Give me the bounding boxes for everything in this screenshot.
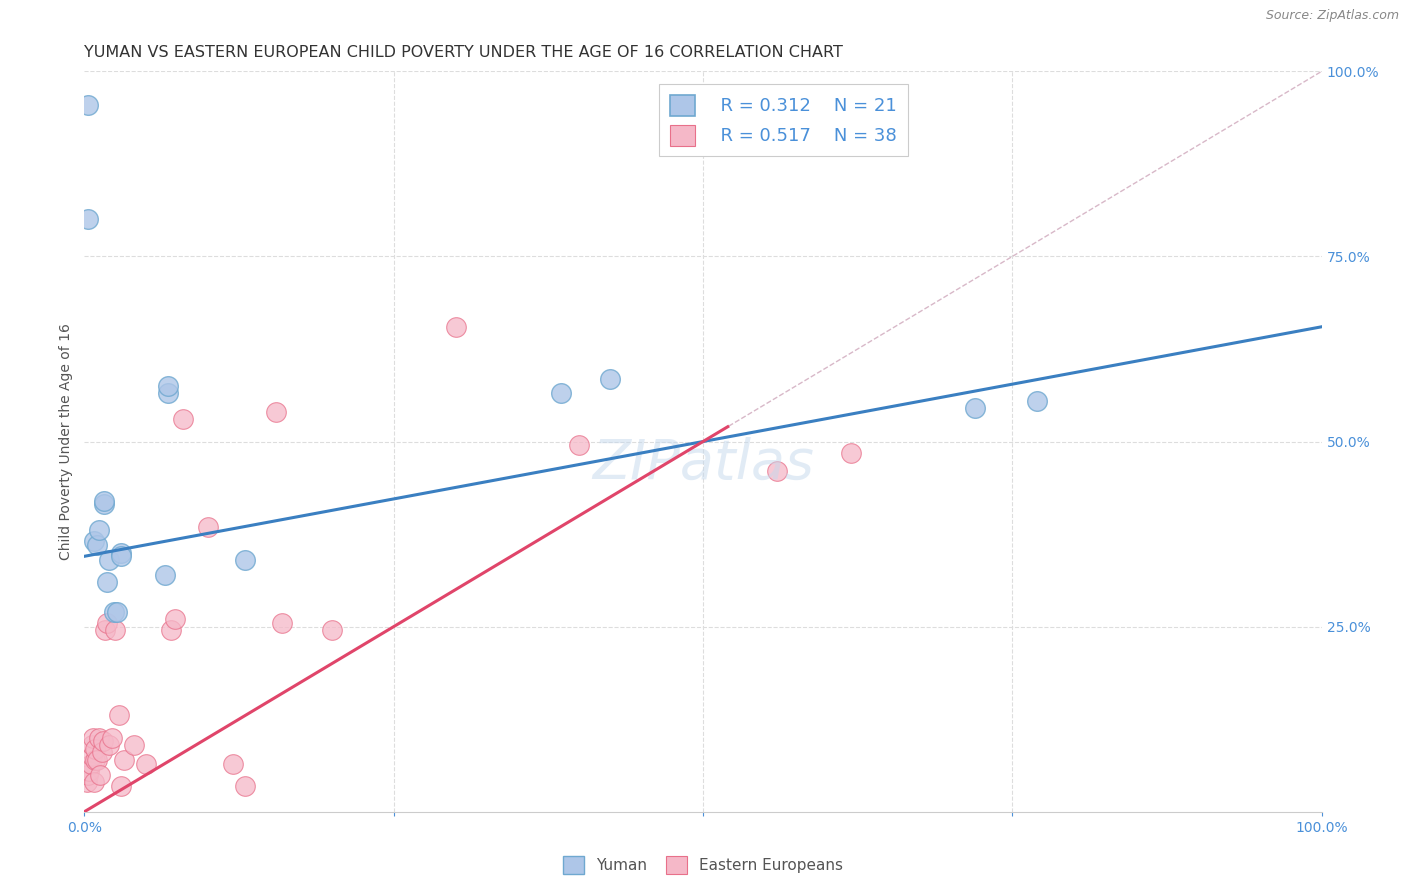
Point bbox=[100, 731, 122, 745]
Point bbox=[98, 553, 121, 567]
Point bbox=[122, 738, 145, 752]
Point bbox=[444, 319, 467, 334]
Point bbox=[93, 498, 115, 512]
Point bbox=[86, 753, 108, 767]
Point bbox=[1026, 393, 1049, 408]
Point bbox=[83, 534, 105, 549]
Point bbox=[80, 738, 103, 752]
Point bbox=[163, 612, 186, 626]
Point bbox=[135, 756, 157, 771]
Point bbox=[96, 615, 118, 630]
Point bbox=[599, 371, 621, 385]
Point bbox=[89, 731, 111, 745]
Point bbox=[98, 738, 121, 752]
Point bbox=[103, 605, 125, 619]
Point bbox=[83, 775, 105, 789]
Point bbox=[157, 379, 180, 393]
Point bbox=[766, 464, 789, 478]
Text: ZIPatlas: ZIPatlas bbox=[592, 437, 814, 491]
Point bbox=[84, 753, 107, 767]
Point bbox=[79, 756, 101, 771]
Point bbox=[91, 734, 114, 748]
Point bbox=[77, 97, 100, 112]
Point bbox=[84, 741, 107, 756]
Point bbox=[110, 549, 132, 564]
Point bbox=[112, 753, 135, 767]
Y-axis label: Child Poverty Under the Age of 16: Child Poverty Under the Age of 16 bbox=[59, 323, 73, 560]
Point bbox=[77, 212, 100, 227]
Point bbox=[160, 624, 183, 638]
Point bbox=[77, 767, 100, 781]
Point bbox=[153, 567, 176, 582]
Point bbox=[550, 386, 572, 401]
Text: Source: ZipAtlas.com: Source: ZipAtlas.com bbox=[1265, 9, 1399, 22]
Point bbox=[222, 756, 245, 771]
Text: YUMAN VS EASTERN EUROPEAN CHILD POVERTY UNDER THE AGE OF 16 CORRELATION CHART: YUMAN VS EASTERN EUROPEAN CHILD POVERTY … bbox=[84, 45, 844, 61]
Point bbox=[157, 386, 180, 401]
Point bbox=[90, 746, 112, 760]
Point bbox=[79, 764, 101, 778]
Point bbox=[568, 438, 591, 452]
Point bbox=[86, 538, 108, 552]
Point bbox=[321, 624, 343, 638]
Point bbox=[108, 708, 131, 723]
Point bbox=[96, 575, 118, 590]
Point bbox=[264, 405, 287, 419]
Point bbox=[89, 767, 111, 781]
Legend: Yuman, Eastern Europeans: Yuman, Eastern Europeans bbox=[557, 850, 849, 880]
Point bbox=[172, 412, 194, 426]
Point bbox=[105, 605, 128, 619]
Point bbox=[89, 524, 111, 538]
Point bbox=[233, 553, 256, 567]
Point bbox=[104, 624, 127, 638]
Point bbox=[271, 615, 294, 630]
Point bbox=[93, 493, 115, 508]
Point bbox=[197, 519, 219, 533]
Point bbox=[76, 775, 98, 789]
Point bbox=[94, 624, 117, 638]
Point bbox=[82, 731, 104, 745]
Point bbox=[841, 445, 863, 459]
Legend:   R = 0.312    N = 21,   R = 0.517    N = 38: R = 0.312 N = 21, R = 0.517 N = 38 bbox=[659, 84, 908, 156]
Point bbox=[233, 779, 256, 793]
Point bbox=[80, 749, 103, 764]
Point bbox=[110, 546, 132, 560]
Point bbox=[110, 779, 132, 793]
Point bbox=[965, 401, 987, 416]
